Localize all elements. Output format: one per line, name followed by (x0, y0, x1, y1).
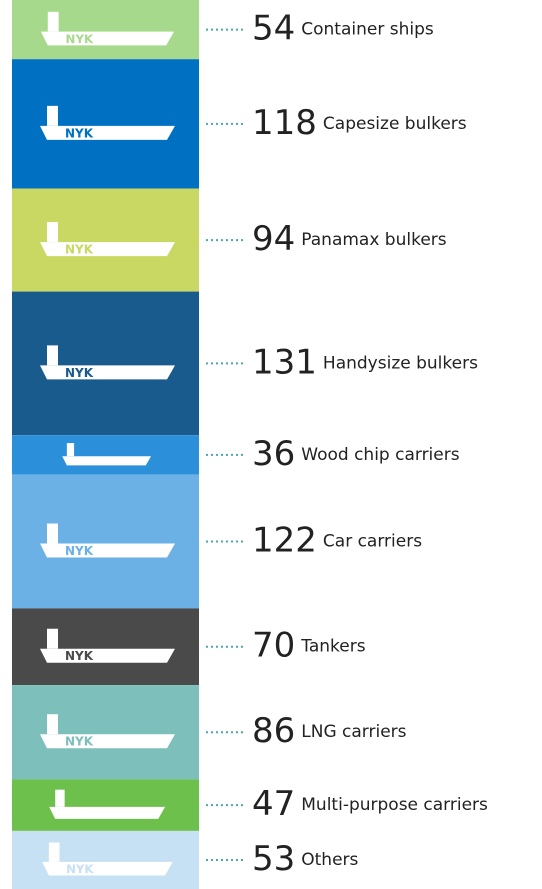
value-number: 53 (252, 838, 295, 878)
bridge (47, 628, 58, 649)
bridge (47, 345, 58, 366)
hull (62, 456, 152, 466)
value-label: 118 Capesize bulkers (252, 102, 467, 142)
value-label: 86 LNG carriers (252, 711, 407, 751)
ship-label: NYK (65, 735, 94, 749)
ship-label: NYK (65, 649, 94, 663)
value-label: 54 Container ships (252, 8, 434, 48)
category-label: Multi-purpose carriers (301, 795, 488, 815)
ship-icon: NYK (40, 222, 175, 257)
segment (12, 474, 199, 609)
ship-icon: NYK (40, 105, 175, 140)
value-label: 94 Panamax bulkers (252, 219, 447, 259)
value-number: 131 (252, 342, 317, 382)
bridge (47, 222, 58, 243)
segment (12, 608, 199, 686)
ship-icon (49, 789, 166, 819)
segment (12, 188, 199, 292)
category-label: Handysize bulkers (323, 353, 478, 373)
ship-icon: NYK (40, 11, 175, 46)
hull (40, 365, 175, 380)
value-number: 86 (252, 711, 295, 751)
ship-icon: NYK (40, 523, 175, 558)
value-label: 36 Wood chip carriers (252, 433, 460, 473)
bridge (47, 11, 59, 32)
value-number: 122 (252, 520, 317, 560)
hull (42, 861, 173, 876)
value-number: 70 (252, 625, 295, 665)
ship-icon: NYK (40, 345, 175, 380)
bridge (47, 714, 58, 735)
hull (40, 543, 175, 558)
hull (40, 125, 175, 140)
hull (40, 242, 175, 257)
category-label: Others (301, 850, 358, 870)
category-label: LNG carriers (301, 722, 406, 742)
ship-icon: NYK (40, 714, 175, 749)
category-label: Car carriers (323, 532, 422, 552)
value-label: 122 Car carriers (252, 520, 422, 560)
value-number: 47 (252, 784, 295, 824)
hull (40, 734, 175, 749)
ship-label: NYK (66, 32, 94, 46)
segment (12, 685, 199, 780)
ship-label: NYK (65, 544, 94, 558)
ship-icon (62, 443, 152, 466)
ship-label: NYK (66, 862, 94, 876)
ship-label: NYK (65, 126, 94, 140)
hull (40, 31, 175, 46)
ship-icon: NYK (42, 842, 173, 876)
hull (40, 648, 175, 663)
value-label: 47 Multi-purpose carriers (252, 784, 488, 824)
value-label: 53 Others (252, 838, 359, 878)
ship-label: NYK (65, 366, 94, 380)
bridge (47, 105, 58, 126)
value-label: 70 Tankers (252, 625, 366, 665)
ship-label: NYK (65, 243, 94, 257)
bridge (66, 443, 75, 457)
hull (49, 806, 166, 819)
bridge (47, 523, 58, 544)
value-number: 54 (252, 8, 295, 48)
segment (12, 779, 199, 831)
value-number: 94 (252, 219, 295, 259)
bridge (48, 842, 60, 862)
segment (12, 0, 199, 60)
category-label: Panamax bulkers (301, 230, 447, 250)
category-label: Wood chip carriers (301, 445, 459, 465)
bridge (55, 789, 65, 807)
segment (12, 291, 199, 436)
value-label: 131 Handysize bulkers (252, 342, 478, 382)
category-label: Capesize bulkers (323, 114, 467, 134)
category-label: Container ships (301, 20, 434, 40)
value-number: 118 (252, 102, 317, 142)
category-label: Tankers (300, 637, 365, 657)
segment (12, 830, 199, 889)
ship-icon: NYK (40, 628, 175, 663)
value-number: 36 (252, 433, 295, 473)
segment (12, 59, 199, 189)
segment (12, 435, 199, 475)
